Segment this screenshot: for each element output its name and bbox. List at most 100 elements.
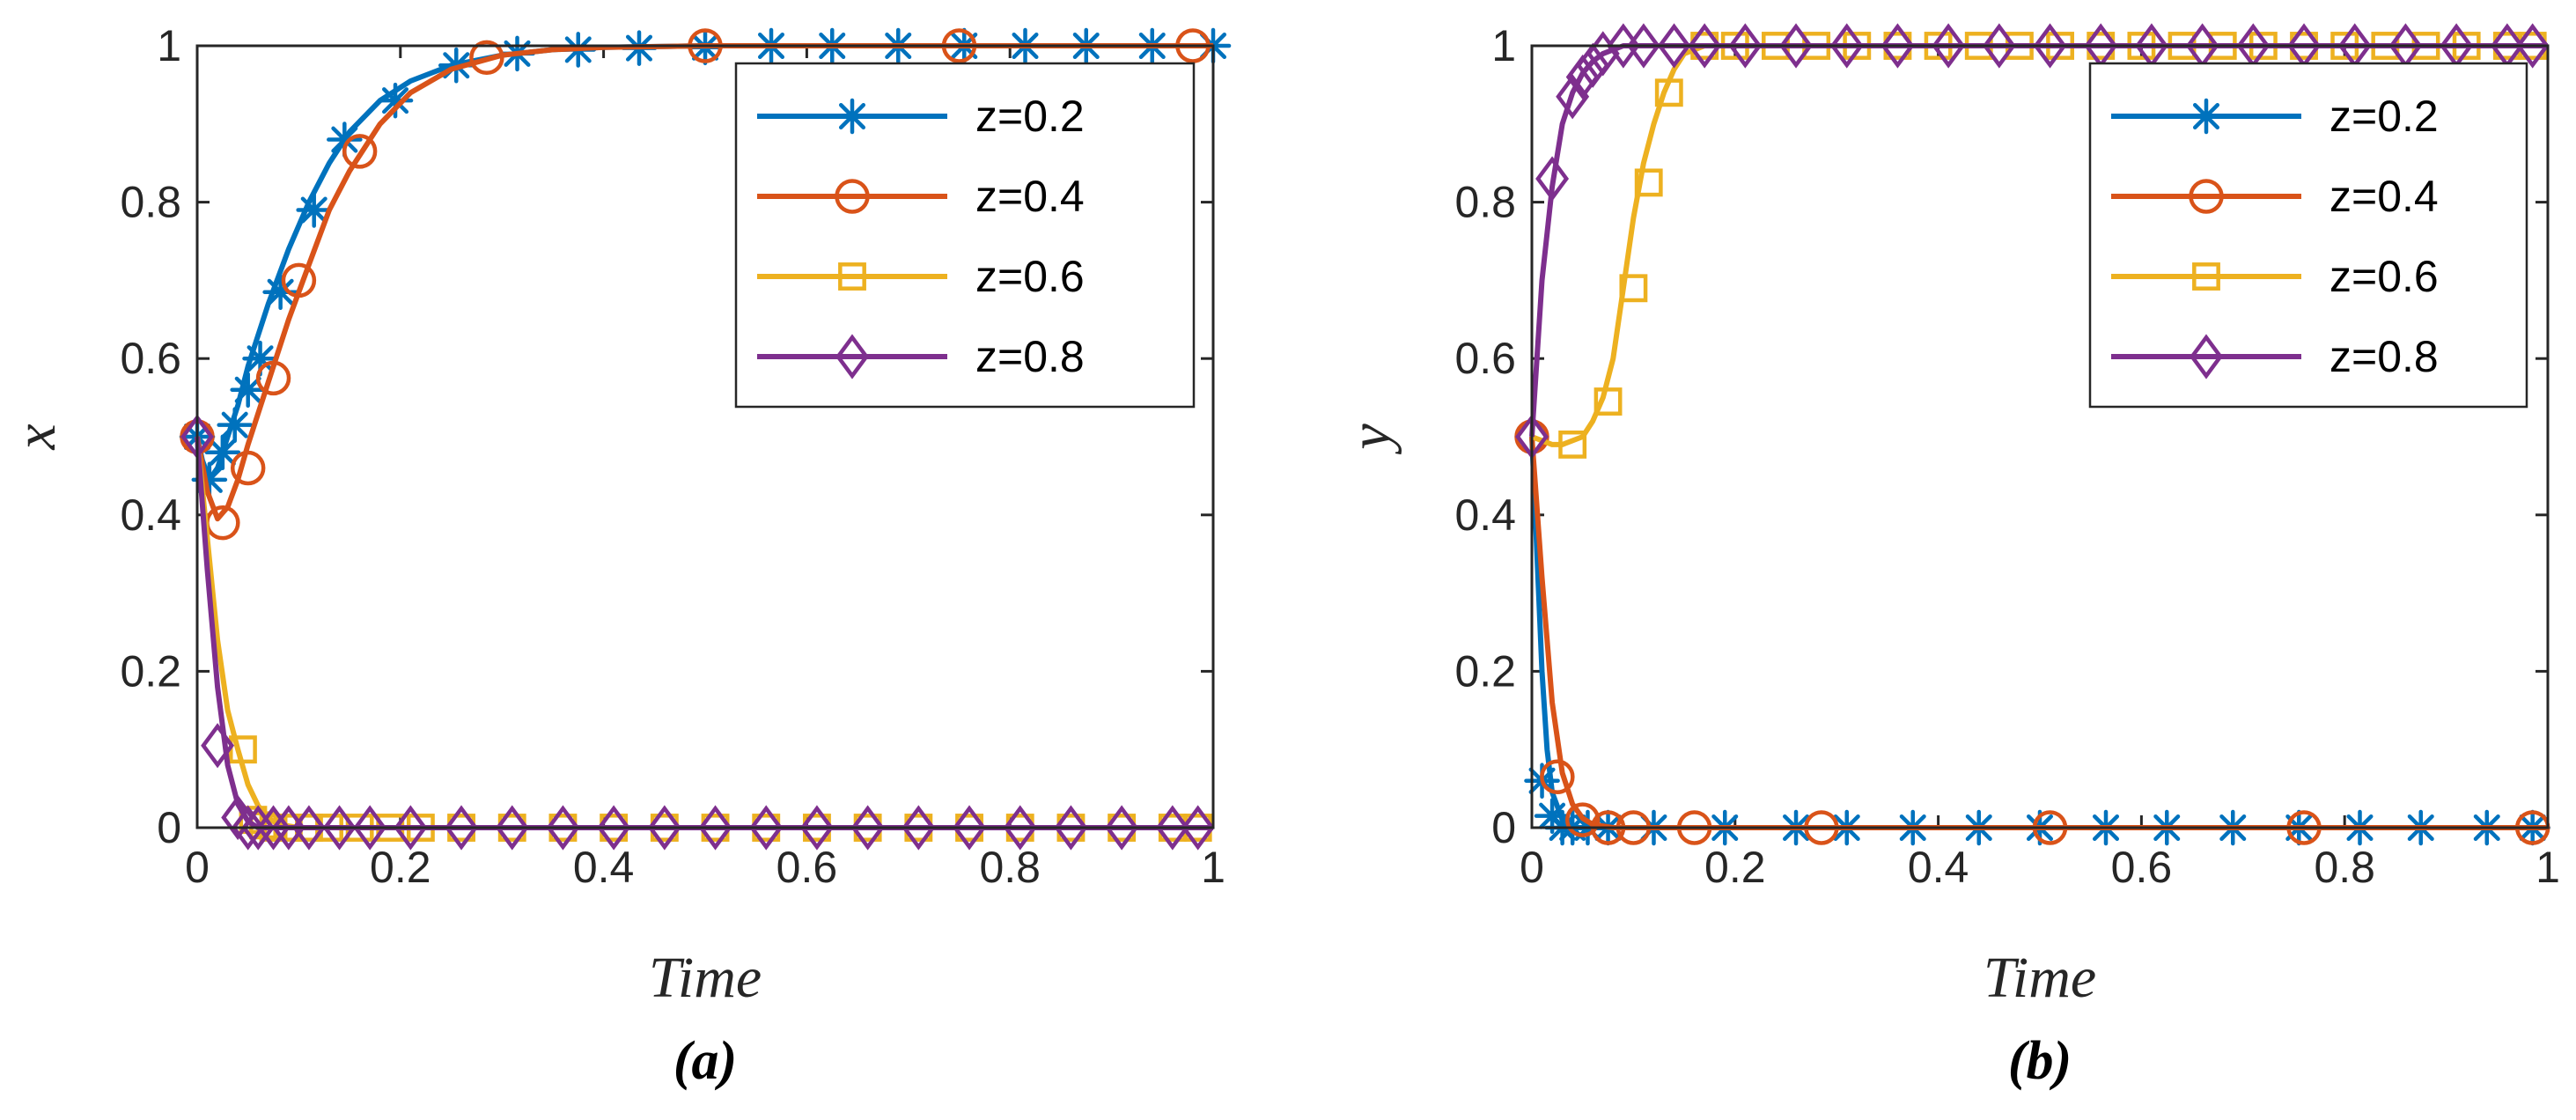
x-axis-title-a: Time [649,946,762,1010]
data-point-a-2 [342,134,378,169]
data-point-b-4 [1535,156,1570,202]
y-tick-label-b: 0.6 [1454,334,1516,383]
data-point-a-4 [394,805,428,851]
x-tick-label-a: 0.6 [776,843,838,892]
legend-label-a-4: z=0.8 [975,332,1085,381]
legend-marker-b-1 [2188,98,2225,135]
data-point-a-1 [262,274,298,311]
legend-label-b-3: z=0.6 [2329,252,2439,301]
y-tick-label-b: 0.4 [1454,490,1516,540]
data-point-b-3 [1619,274,1648,303]
y-tick-label-b: 1 [1491,21,1516,70]
x-tick-label-a: 0 [185,843,210,892]
data-point-a-4 [201,723,235,769]
data-point-a-4 [597,805,631,851]
y-tick-label-a: 0.8 [120,178,181,227]
data-point-a-1 [377,82,414,119]
legend-marker-b-2 [2189,179,2224,214]
plot-content-a [179,27,1232,851]
x-tick-label-a: 0.8 [979,843,1041,892]
data-point-a-1 [242,340,278,377]
data-point-b-3 [1558,430,1587,459]
tick-labels-b: 0 0.2 0.4 0.6 0.8 1 0 0.2 0.4 0.6 0.8 1 [1454,21,2559,892]
legend-marker-a-2 [835,179,870,214]
data-point-a-2 [255,360,291,396]
data-point-b-4 [1565,54,1600,100]
x-tick-label-b: 0.4 [1908,843,1969,892]
x-tick-label-a: 0.2 [370,843,431,892]
series-a-3 [195,436,1213,842]
data-point-a-4 [291,805,326,851]
data-point-a-4 [749,805,784,851]
data-point-a-4 [241,805,276,851]
data-point-b-4 [1932,23,1966,69]
data-point-a-4 [1181,805,1215,851]
data-point-b-4 [1626,23,1660,69]
panel-b: 0 0.2 0.4 0.6 0.8 100.20.40.60.81 Time y (b) … [1338,21,2560,1091]
data-point-a-1 [204,434,241,471]
data-point-b-4 [1688,23,1722,69]
legend-label-b-4: z=0.8 [2329,332,2439,381]
data-point-b-3 [1593,387,1623,416]
x-tick-label-b: 0 [1520,843,1544,892]
data-point-a-1 [230,372,266,409]
legend-marker-a-3 [838,262,866,291]
legend-label-a-1: z=0.2 [975,92,1085,141]
data-point-a-4 [546,805,580,851]
data-point-a-4 [953,805,986,851]
data-point-a-4 [902,805,936,851]
plot-frame-a [195,44,1215,829]
data-point-b-4 [2033,23,2067,69]
data-point-b-4 [2515,23,2550,69]
legend-a: z=0.2 z=0.4 z=0.6 z=0.8 [734,62,1196,409]
data-point-a-2 [469,40,504,76]
legend-box-b [2088,62,2528,409]
data-point-b-4 [1779,23,1813,69]
data-point-a-4 [647,805,681,851]
data-point-b-4 [1657,23,1691,69]
y-tick-label-a: 0.2 [120,646,181,696]
y-tick-label-b: 0.8 [1454,178,1516,227]
data-point-a-4 [256,805,291,851]
data-point-a-4 [1155,805,1189,851]
y-tick-label-a: 0.4 [120,490,181,540]
y-tick-label-b: 0.2 [1454,646,1516,696]
legend-marker-a-1 [834,98,871,135]
data-point-a-4 [322,805,357,851]
x-tick-label-b: 0.2 [1704,843,1766,892]
data-point-a-4 [850,805,885,851]
legend-marker-b-4 [2190,334,2223,379]
data-point-a-4 [445,805,478,851]
data-point-a-4 [231,805,265,851]
data-point-b-4 [1556,74,1590,120]
panel-caption-a: (a) [673,1031,737,1091]
legend-label-a-3: z=0.6 [975,252,1085,301]
data-point-b-4 [1576,42,1610,88]
data-point-b-2 [1564,802,1601,837]
data-point-b-4 [1880,23,1915,69]
legend-label-b-2: z=0.4 [2329,172,2439,221]
data-point-b-2 [1540,759,1575,795]
data-point-a-4 [1105,805,1139,851]
data-point-a-4 [495,805,529,851]
x-tick-label-b: 1 [2536,843,2560,892]
data-point-b-4 [1982,23,2016,69]
data-point-b-4 [1728,23,1763,69]
y-axis-title-a: x [4,424,68,450]
y-tick-label-a: 0.6 [120,334,181,383]
data-point-a-2 [230,450,266,486]
y-axis-title-b: y [1338,424,1402,455]
data-point-b-4 [1829,23,1864,69]
legend-marker-b-3 [2192,262,2220,291]
legend-box-a [734,62,1196,409]
data-point-a-4 [1003,805,1037,851]
panel-caption-b: (b) [2008,1031,2072,1091]
x-tick-label-b: 0.6 [2111,843,2173,892]
data-point-a-4 [353,805,387,851]
data-point-a-2 [281,262,317,298]
x-axis-title-b: Time [1984,946,2096,1010]
y-tick-label-b: 0 [1491,803,1516,852]
panel-a: 0 0.2 0.4 0.6 0.8 100.20.40.60.81 Time x (a) … [4,21,1232,1091]
data-point-b-3 [1634,168,1663,197]
